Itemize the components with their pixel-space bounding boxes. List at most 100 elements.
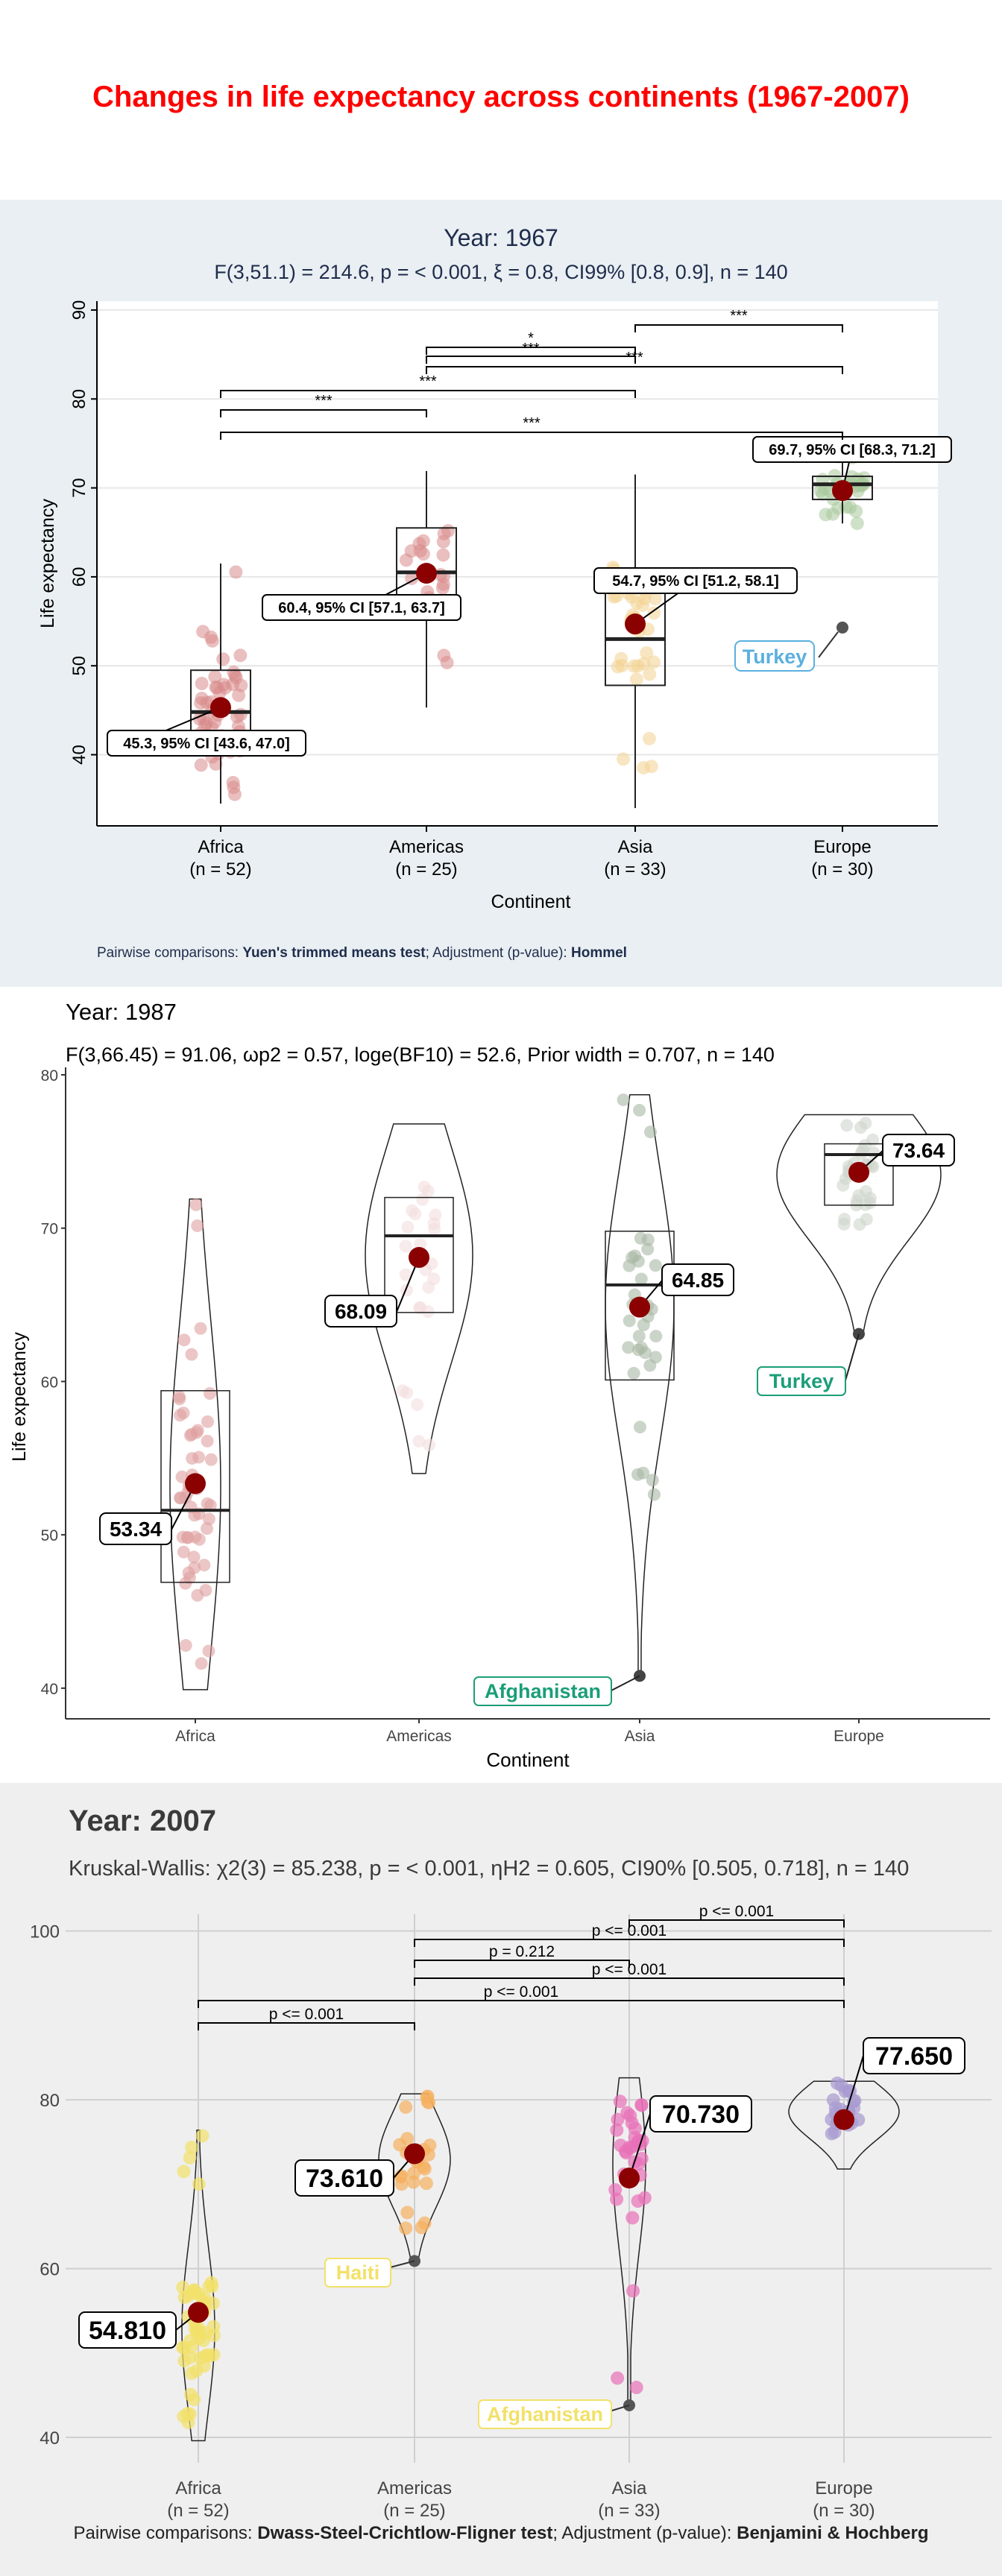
data-point [423, 2138, 437, 2153]
data-point [198, 1559, 211, 1572]
comparison-label: p <= 0.001 [269, 2006, 344, 2023]
data-point [181, 2415, 195, 2429]
x-count-label: (n = 30) [811, 859, 873, 880]
data-point [631, 659, 645, 673]
data-point [191, 1219, 204, 1233]
mean-point [848, 1161, 869, 1183]
comparison-label: *** [730, 308, 748, 324]
y-tick-label: 50 [69, 656, 89, 676]
mean-label-box [661, 1263, 734, 1296]
data-point [649, 1330, 663, 1343]
mean-label: 69.7, 95% CI [68.3, 71.2] [769, 442, 935, 458]
data-point [400, 1386, 414, 1400]
data-point [196, 2334, 210, 2348]
data-point [436, 548, 450, 562]
data-point [860, 1213, 873, 1226]
data-point [633, 1103, 646, 1117]
y-tick-label: 80 [40, 2091, 60, 2111]
comparison-bracket [220, 390, 636, 398]
x-count-label: (n = 52) [167, 2501, 229, 2521]
data-point [192, 2177, 206, 2191]
y-tick-label: 40 [69, 745, 89, 765]
data-point [637, 761, 651, 775]
comparison-bracket [220, 432, 843, 440]
mean-label: 45.3, 95% CI [43.6, 47.0] [123, 736, 289, 752]
data-point [830, 2076, 844, 2090]
data-point [183, 2150, 197, 2165]
box [160, 1390, 230, 1583]
data-point [412, 1435, 426, 1448]
data-point [227, 780, 241, 795]
mean-point [625, 613, 646, 635]
data-point [850, 517, 864, 531]
chart-1967: Year: 1967 F(3,51.1) = 214.6, p = < 0.001… [37, 224, 952, 961]
data-point [634, 2097, 649, 2112]
data-point [177, 2165, 191, 2179]
median-leader [628, 2113, 651, 2179]
outlier-label: Afghanistan [485, 1680, 601, 1702]
data-point [173, 1392, 186, 1406]
data-point [867, 1146, 880, 1160]
mean-label: 64.85 [672, 1269, 724, 1292]
y-tick-label: 40 [40, 2428, 60, 2449]
data-point [643, 667, 657, 681]
data-point [204, 1453, 218, 1466]
data-point [209, 757, 223, 771]
data-point [629, 2381, 643, 2395]
mean-label-box [324, 1295, 397, 1328]
data-point [629, 672, 643, 686]
data-point [232, 688, 246, 702]
outlier-point [634, 1670, 646, 1682]
data-point [631, 1468, 645, 1481]
outlier-label: Afghanistan [487, 2403, 603, 2425]
data-point [177, 1545, 190, 1559]
data-point [429, 1208, 442, 1222]
mean-label: 73.64 [892, 1139, 945, 1162]
data-point [393, 2138, 407, 2152]
panel-title: Year: 1967 [444, 224, 558, 251]
x-count-label: (n = 30) [813, 2501, 875, 2521]
data-point [623, 1259, 636, 1272]
violin-outline [776, 1114, 942, 1335]
comparison-label: *** [523, 415, 541, 432]
data-point [611, 2371, 625, 2385]
data-point [627, 1366, 640, 1380]
data-point [851, 2112, 866, 2127]
x-axis-title: Continent [486, 1749, 570, 1771]
comparison-label: * [528, 330, 534, 347]
x-tick-label: Asia [625, 1728, 655, 1745]
data-point [642, 731, 656, 745]
data-point [185, 1348, 198, 1361]
x-count-label: (n = 52) [189, 859, 251, 880]
x-axis-title: Continent [491, 891, 570, 912]
data-point [421, 1305, 435, 1319]
data-point [641, 1243, 655, 1256]
data-point [405, 571, 419, 585]
y-axis-title: Life expectancy [37, 499, 58, 628]
y-tick-label: 60 [41, 1374, 58, 1391]
data-point [184, 2367, 198, 2381]
comparison-label: *** [315, 393, 333, 409]
comparison-bracket [426, 366, 843, 374]
data-point [617, 752, 631, 766]
data-point [181, 2288, 195, 2302]
data-point [176, 1530, 189, 1544]
data-point [643, 1359, 657, 1372]
data-point [185, 2140, 199, 2154]
data-point [179, 1576, 192, 1590]
data-point [204, 2276, 218, 2290]
data-point [415, 2220, 429, 2235]
data-point [203, 2349, 217, 2363]
data-point [637, 1319, 650, 1332]
y-tick-label: 40 [41, 1681, 58, 1698]
median-label: 70.730 [662, 2100, 740, 2129]
data-point [195, 2129, 209, 2143]
data-point [816, 487, 830, 501]
data-point [634, 2152, 649, 2166]
comparison-bracket [426, 347, 636, 355]
data-point [186, 1452, 199, 1465]
x-tick-label: Asia [612, 2478, 647, 2498]
data-point [201, 1415, 214, 1428]
data-point [440, 655, 454, 669]
data-point [195, 692, 209, 706]
